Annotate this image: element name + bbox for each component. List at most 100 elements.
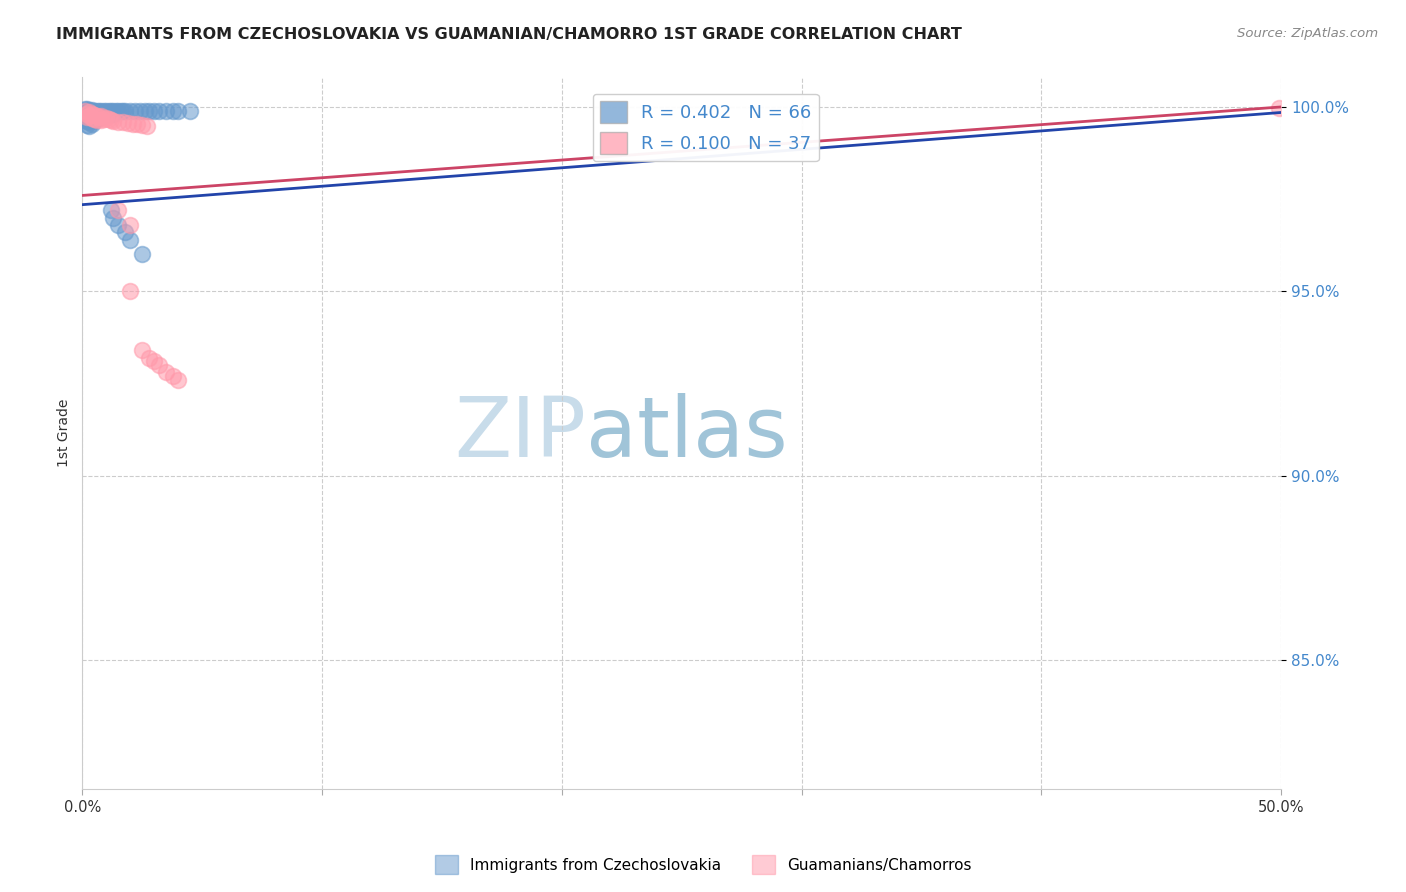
Point	[107, 218, 129, 232]
Point	[100, 203, 122, 218]
Point	[103, 107, 125, 121]
Point	[143, 104, 166, 119]
Point	[103, 103, 125, 118]
Point	[114, 104, 136, 119]
Point	[112, 104, 135, 119]
Point	[76, 110, 98, 124]
Point	[83, 112, 105, 126]
Point	[76, 110, 98, 124]
Point	[103, 211, 125, 225]
Point	[121, 116, 143, 130]
Point	[120, 218, 142, 232]
Point	[76, 118, 98, 132]
Point	[73, 109, 96, 123]
Legend: R = 0.402   N = 66, R = 0.100   N = 37: R = 0.402 N = 66, R = 0.100 N = 37	[592, 94, 818, 161]
Point	[131, 119, 153, 133]
Point	[97, 107, 120, 121]
Point	[100, 107, 122, 121]
Point	[162, 104, 184, 119]
Point	[79, 108, 101, 122]
Point	[128, 104, 150, 119]
Text: Source: ZipAtlas.com: Source: ZipAtlas.com	[1237, 27, 1378, 40]
Point	[90, 103, 112, 118]
Point	[117, 116, 139, 130]
Point	[179, 104, 201, 119]
Point	[80, 109, 103, 123]
Point	[148, 358, 170, 372]
Point	[100, 112, 122, 127]
Point	[86, 107, 108, 121]
Point	[100, 103, 122, 118]
Point	[134, 104, 156, 119]
Point	[83, 106, 105, 120]
Point	[107, 114, 129, 128]
Point	[87, 110, 110, 124]
Point	[107, 203, 129, 218]
Point	[97, 103, 120, 118]
Point	[80, 111, 103, 125]
Point	[114, 225, 136, 239]
Y-axis label: 1st Grade: 1st Grade	[58, 399, 72, 467]
Point	[131, 247, 153, 261]
Point	[79, 105, 101, 120]
Point	[167, 373, 190, 387]
Point	[79, 109, 101, 123]
Point	[83, 113, 105, 128]
Point	[104, 104, 127, 119]
Point	[80, 116, 103, 130]
Point	[93, 107, 115, 121]
Point	[83, 103, 105, 118]
Point	[73, 105, 96, 120]
Text: ZIP: ZIP	[454, 392, 586, 474]
Point	[80, 106, 103, 120]
Point	[80, 103, 103, 117]
Point	[90, 112, 112, 127]
Point	[73, 104, 96, 119]
Point	[136, 119, 159, 133]
Point	[86, 111, 108, 125]
Point	[76, 104, 98, 119]
Point	[73, 112, 96, 127]
Point	[79, 119, 101, 133]
Point	[73, 102, 96, 116]
Point	[120, 233, 142, 247]
Point	[79, 112, 101, 126]
Point	[124, 104, 146, 119]
Point	[162, 369, 184, 384]
Point	[76, 102, 98, 116]
Point	[155, 104, 177, 119]
Point	[90, 106, 112, 120]
Point	[79, 115, 101, 129]
Point	[87, 103, 110, 118]
Point	[87, 106, 110, 120]
Point	[87, 110, 110, 124]
Point	[86, 103, 108, 118]
Point	[96, 111, 118, 125]
Point	[107, 104, 129, 119]
Point	[79, 103, 101, 117]
Point	[90, 110, 112, 124]
Point	[76, 114, 98, 128]
Point	[120, 285, 142, 299]
Point	[143, 354, 166, 368]
Point	[138, 351, 160, 365]
Point	[83, 108, 105, 122]
Point	[86, 109, 108, 123]
Point	[148, 104, 170, 119]
Point	[80, 112, 103, 127]
Point	[97, 112, 120, 126]
Text: atlas: atlas	[586, 392, 787, 474]
Point	[112, 115, 135, 129]
Point	[80, 106, 103, 120]
Legend: Immigrants from Czechoslovakia, Guamanians/Chamorros: Immigrants from Czechoslovakia, Guamania…	[429, 849, 977, 880]
Point	[96, 103, 118, 118]
Point	[79, 105, 101, 120]
Point	[167, 104, 190, 119]
Point	[1267, 101, 1289, 115]
Point	[155, 366, 177, 380]
Point	[93, 103, 115, 118]
Point	[86, 112, 108, 127]
Point	[83, 110, 105, 124]
Point	[90, 109, 112, 123]
Text: IMMIGRANTS FROM CZECHOSLOVAKIA VS GUAMANIAN/CHAMORRO 1ST GRADE CORRELATION CHART: IMMIGRANTS FROM CZECHOSLOVAKIA VS GUAMAN…	[56, 27, 962, 42]
